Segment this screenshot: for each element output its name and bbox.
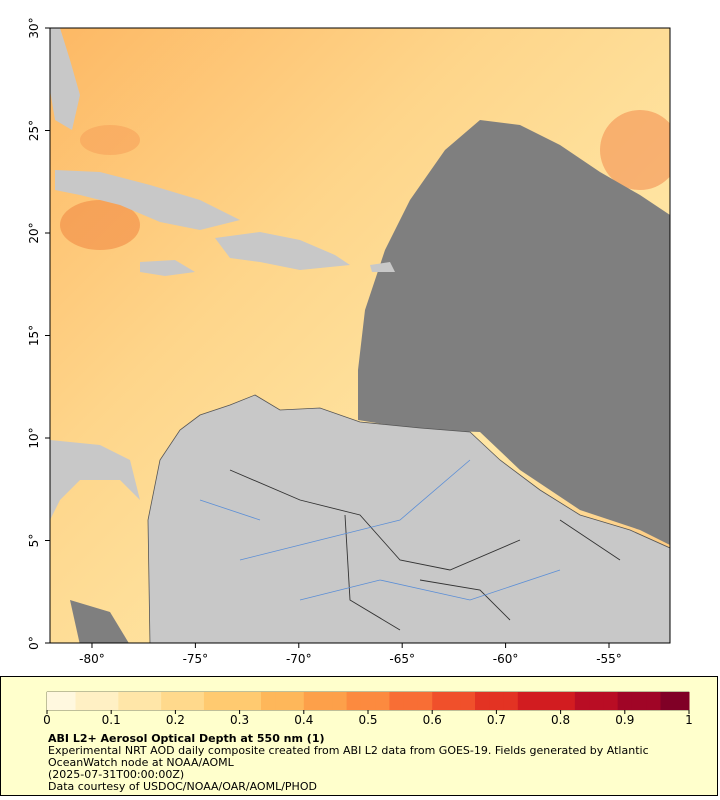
colorbar-swatch <box>360 692 376 710</box>
colorbar-swatch <box>546 692 562 710</box>
colorbar-swatch <box>132 692 148 710</box>
colorbar-swatch <box>446 692 462 710</box>
colorbar-swatch <box>203 692 219 710</box>
colorbar-swatch <box>432 692 447 710</box>
colorbar-swatch <box>246 692 262 710</box>
y-tick-label: 30° <box>27 17 41 38</box>
colorbar-tick-label: 0.5 <box>358 713 377 727</box>
colorbar-swatch <box>475 692 490 710</box>
colorbar-swatch <box>631 692 647 710</box>
y-tick-label: 10° <box>27 427 41 448</box>
colorbar-swatch <box>289 692 305 710</box>
colorbar-swatch <box>161 692 176 710</box>
colorbar-swatch <box>560 692 576 710</box>
x-tick-label: -75° <box>183 652 209 666</box>
colorbar-tick-label: 0.8 <box>551 713 570 727</box>
colorbar-swatch <box>232 692 248 710</box>
colorbar-swatch <box>674 692 690 710</box>
colorbar-swatch <box>318 692 333 710</box>
caption-text: ABI L2+ Aerosol Optical Depth at 550 nm … <box>48 733 688 793</box>
caption-description: Experimental NRT AOD daily composite cre… <box>48 744 649 769</box>
x-tick-label: -55° <box>596 652 622 666</box>
colorbar-swatch <box>517 692 533 710</box>
colorbar-tick-label: 0.6 <box>423 713 442 727</box>
land <box>50 440 140 520</box>
colorbar-swatch <box>89 692 105 710</box>
colorbar-swatch <box>303 692 319 710</box>
caption-credit: Data courtesy of USDOC/NOAA/OAR/AOML/PHO… <box>48 780 317 793</box>
colorbar-swatch <box>603 692 619 710</box>
colorbar-swatch <box>104 692 119 710</box>
colorbar-swatch <box>75 692 91 710</box>
colorbar-swatch <box>118 692 134 710</box>
land <box>370 262 395 272</box>
colorbar-tick-label: 0.4 <box>294 713 313 727</box>
colorbar-swatch <box>617 692 633 710</box>
colorbar-swatch <box>389 692 405 710</box>
colorbar-swatch <box>403 692 419 710</box>
border <box>229 469 621 631</box>
colorbar-tick-label: 1 <box>685 713 693 727</box>
aerosol-patch <box>60 200 140 250</box>
y-tick-label: 5° <box>27 534 41 548</box>
land <box>140 260 195 276</box>
colorbar-tick-label: 0 <box>43 713 51 727</box>
y-tick-label: 0° <box>27 636 41 650</box>
colorbar-swatch <box>261 692 276 710</box>
no-data-patch <box>70 600 129 643</box>
y-tick-label: 20° <box>27 222 41 243</box>
x-tick-label: -65° <box>389 652 415 666</box>
colorbar-swatch <box>346 692 362 710</box>
south-america <box>147 394 670 643</box>
map <box>50 28 670 643</box>
x-tick-label: -80° <box>79 652 105 666</box>
caption-time: (2025-07-31T00:00:00Z) <box>48 768 185 781</box>
river <box>199 459 561 601</box>
colorbar-swatch <box>175 692 191 710</box>
colorbar-tick-label: 0.2 <box>166 713 185 727</box>
x-tick-label: -60° <box>493 652 519 666</box>
aerosol-patch <box>600 110 670 190</box>
colorbar-swatch <box>460 692 476 710</box>
colorbar-swatch <box>532 692 547 710</box>
aerosol-patch <box>80 125 140 155</box>
colorbar-swatch <box>646 692 661 710</box>
colorbar-swatch <box>47 692 62 710</box>
colorbar-swatch <box>417 692 433 710</box>
x-tick-label: -70° <box>286 652 312 666</box>
y-tick-label: 15° <box>27 325 41 346</box>
no-data-region <box>358 120 670 545</box>
colorbar-swatch <box>61 692 77 710</box>
colorbar-swatch <box>660 692 676 710</box>
colorbar-tick-label: 0.3 <box>230 713 249 727</box>
caption-title: ABI L2+ Aerosol Optical Depth at 550 nm … <box>48 732 325 745</box>
colorbar-swatch <box>489 692 505 710</box>
colorbar-swatch <box>574 692 590 710</box>
colorbar-swatch <box>503 692 519 710</box>
colorbar-swatch <box>375 692 390 710</box>
colorbar-swatch <box>275 692 291 710</box>
colorbar-swatch <box>332 692 348 710</box>
colorbar-tick-label: 0.9 <box>615 713 634 727</box>
colorbar-swatch <box>189 692 205 710</box>
colorbar-swatch <box>146 692 162 710</box>
colorbar-swatch <box>218 692 233 710</box>
colorbar-tick-label: 0.7 <box>487 713 506 727</box>
land <box>50 28 80 130</box>
colorbar-swatch <box>589 692 604 710</box>
y-tick-label: 25° <box>27 120 41 141</box>
land <box>55 170 240 230</box>
land <box>215 232 350 270</box>
colorbar-tick-label: 0.1 <box>102 713 121 727</box>
